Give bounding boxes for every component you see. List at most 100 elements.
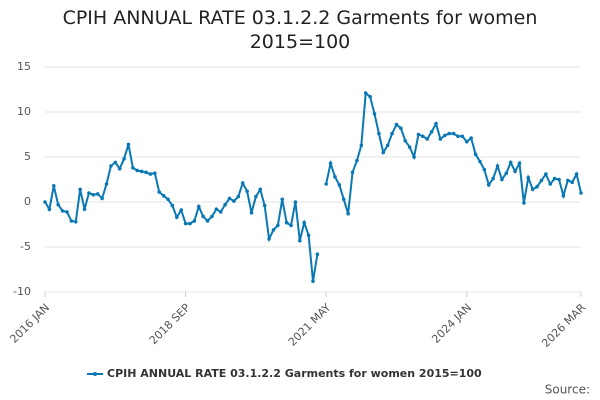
point	[245, 189, 249, 193]
point	[298, 238, 302, 243]
x-tick-label: 2018 SEP	[147, 301, 193, 347]
point	[456, 134, 460, 139]
point	[95, 192, 100, 196]
point	[469, 136, 473, 140]
point	[381, 150, 386, 155]
point	[232, 199, 236, 203]
point	[557, 177, 561, 182]
point	[416, 132, 421, 137]
point	[262, 203, 267, 208]
point	[421, 134, 425, 139]
y-tick-label: 15	[17, 60, 31, 73]
point	[51, 184, 56, 188]
line	[325, 91, 582, 214]
point	[451, 131, 456, 136]
point	[73, 220, 78, 224]
point	[258, 187, 263, 192]
point	[526, 175, 531, 180]
point	[407, 145, 412, 149]
point	[333, 175, 337, 179]
point	[223, 202, 227, 207]
point	[385, 143, 390, 148]
point	[443, 133, 447, 138]
point	[104, 182, 109, 186]
point	[236, 194, 241, 199]
point	[205, 219, 210, 223]
line	[44, 144, 319, 282]
point	[175, 215, 179, 220]
point	[218, 210, 223, 214]
legend-label: CPIH ANNUAL RATE 03.1.2.2 Garments for w…	[107, 367, 482, 380]
point	[517, 161, 522, 166]
point	[350, 170, 355, 175]
point	[254, 194, 258, 199]
point	[399, 126, 403, 130]
point	[60, 209, 65, 213]
point	[47, 207, 52, 211]
point	[293, 200, 298, 204]
x-tick-label: 2024 JAN	[429, 301, 474, 346]
point	[579, 191, 583, 195]
y-tick-label: 10	[17, 105, 31, 118]
point	[464, 139, 469, 144]
x-tick-label: 2021 MAY	[286, 301, 334, 349]
point	[504, 171, 509, 175]
point	[302, 220, 307, 225]
point	[166, 197, 170, 202]
point	[447, 131, 451, 136]
point	[425, 137, 430, 141]
point	[377, 131, 381, 136]
point	[535, 184, 539, 189]
point	[289, 223, 293, 228]
point	[508, 160, 513, 165]
point	[478, 159, 482, 164]
point	[148, 172, 153, 176]
x-tick-label: 2016 JAN	[7, 301, 52, 346]
point	[240, 181, 245, 185]
point	[574, 172, 579, 176]
point	[460, 134, 465, 139]
point	[372, 112, 377, 116]
point	[341, 197, 346, 202]
point	[192, 219, 197, 223]
point	[403, 139, 408, 143]
point	[153, 171, 157, 175]
point	[548, 182, 553, 186]
point	[500, 177, 504, 182]
point	[161, 193, 166, 198]
point	[65, 210, 69, 214]
point	[315, 252, 320, 256]
y-tick-label: 5	[24, 150, 31, 163]
point	[566, 178, 570, 183]
point	[210, 214, 214, 219]
point	[139, 169, 144, 174]
point	[157, 190, 162, 194]
point	[561, 193, 566, 198]
point	[135, 168, 140, 173]
point	[394, 122, 399, 127]
point	[69, 219, 74, 223]
point	[355, 158, 359, 163]
point	[552, 176, 557, 181]
point	[271, 228, 276, 232]
source-label: Source:	[545, 383, 590, 397]
point	[214, 207, 219, 211]
point	[324, 182, 328, 186]
point	[438, 137, 443, 141]
point	[429, 130, 434, 134]
point	[87, 191, 91, 195]
point	[570, 180, 575, 184]
point	[539, 178, 544, 183]
point	[126, 142, 131, 147]
point	[276, 223, 280, 228]
point	[113, 160, 118, 165]
point	[473, 152, 478, 157]
point	[390, 131, 394, 136]
point	[183, 221, 188, 226]
point	[78, 187, 82, 192]
chart-title: CPIH ANNUAL RATE 03.1.2.2 Garments for w…	[62, 7, 538, 53]
point	[100, 196, 104, 201]
point	[482, 167, 487, 172]
point	[328, 161, 333, 166]
